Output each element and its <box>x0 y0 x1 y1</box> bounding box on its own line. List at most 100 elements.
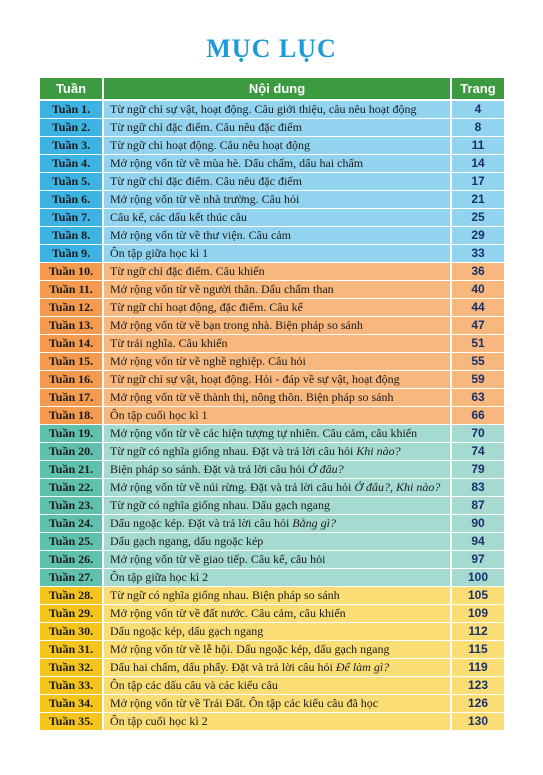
content-cell: Từ ngữ chỉ sự vật, hoạt động. Câu giới t… <box>104 101 452 118</box>
page-number: 51 <box>452 335 504 352</box>
header-content: Nội dung <box>104 78 452 99</box>
content: Mở rộng vốn từ về núi rừng. Đặt và trả l… <box>110 480 355 494</box>
week: Tuần 35. <box>40 713 104 730</box>
content-cell: Mở rộng vốn từ về mùa hè. Dấu chấm, dấu … <box>104 155 452 172</box>
content-cell: Mở rộng vốn từ về nhà trường. Câu hỏi <box>104 191 452 208</box>
toc-row: Tuần 17. Mở rộng vốn từ về thành thị, nôn… <box>40 389 504 407</box>
toc-row: Tuần 10. Từ ngữ chỉ đặc điểm. Câu khiến 36 <box>40 263 504 281</box>
page-number: 11 <box>452 137 504 154</box>
page-number: 100 <box>452 569 504 586</box>
content-cell: Ôn tập giữa học kì 2 <box>104 569 452 586</box>
content: Ôn tập cuối học kì 2 <box>110 714 208 728</box>
content: Từ ngữ chỉ đặc điểm. Câu nêu đặc điểm <box>110 174 302 188</box>
week: Tuần 15. <box>40 353 104 370</box>
week: Tuần 30. <box>40 623 104 640</box>
content: Từ ngữ chỉ hoạt động. Câu nêu hoạt động <box>110 138 310 152</box>
title: MỤC LỤC <box>206 34 337 63</box>
content-cell: Từ trái nghĩa. Câu khiến <box>104 335 452 352</box>
toc-row: Tuần 21. Biện pháp so sánh. Đặt và trả lờ… <box>40 461 504 479</box>
content: Ôn tập giữa học kì 2 <box>110 570 209 584</box>
toc-row: Tuần 20. Từ ngữ có nghĩa giống nhau. Đặt … <box>40 443 504 461</box>
content: Mở rộng vốn từ về nhà trường. Câu hỏi <box>110 192 300 206</box>
week: Tuần 9. <box>40 245 104 262</box>
content: Từ ngữ có nghĩa giống nhau. Biện pháp so… <box>110 588 340 602</box>
content-cell: Mở rộng vốn từ về thư viện. Câu cảm <box>104 227 452 244</box>
week: Tuần 2. <box>40 119 104 136</box>
toc-row: Tuần 9. Ôn tập giữa học kì 1 33 <box>40 245 504 263</box>
content: Từ ngữ chỉ đặc điểm. Câu nêu đặc điểm <box>110 120 302 134</box>
week: Tuần 14. <box>40 335 104 352</box>
week: Tuần 6. <box>40 191 104 208</box>
toc-row: Tuần 8. Mở rộng vốn từ về thư viện. Câu c… <box>40 227 504 245</box>
week: Tuần 28. <box>40 587 104 604</box>
content-cell: Câu kể, các dấu kết thúc câu <box>104 209 452 226</box>
content-cell: Dấu gạch ngang, dấu ngoặc kép <box>104 533 452 550</box>
content-cell: Mở rộng vốn từ về giao tiếp. Câu kể, câu… <box>104 551 452 568</box>
page-number: 66 <box>452 407 504 424</box>
page-number: 97 <box>452 551 504 568</box>
content: Từ ngữ chỉ sự vật, hoạt động. Hỏi - đáp … <box>110 372 400 386</box>
page-number: 47 <box>452 317 504 334</box>
page-number: 105 <box>452 587 504 604</box>
content: Mở rộng vốn từ về thành thị, nông thôn. … <box>110 390 394 404</box>
toc-row: Tuần 35. Ôn tập cuối học kì 2 130 <box>40 713 504 731</box>
page-number: 112 <box>452 623 504 640</box>
page-number: 115 <box>452 641 504 658</box>
week: Tuần 12. <box>40 299 104 316</box>
content: Mở rộng vốn từ về nghề nghiệp. Câu hỏi <box>110 354 306 368</box>
week: Tuần 8. <box>40 227 104 244</box>
content-cell: Từ ngữ chỉ sự vật, hoạt động. Hỏi - đáp … <box>104 371 452 388</box>
toc-row: Tuần 30. Dấu ngoặc kép, dấu gạch ngang 112 <box>40 623 504 641</box>
page-number: 25 <box>452 209 504 226</box>
content: Biện pháp so sánh. Đặt và trả lời câu hỏ… <box>110 462 308 476</box>
content-cell: Ôn tập các dấu câu và các kiểu câu <box>104 677 452 694</box>
content: Mở rộng vốn từ về Trái Đất. Ôn tập các k… <box>110 696 379 710</box>
toc-row: Tuần 14. Từ trái nghĩa. Câu khiến 51 <box>40 335 504 353</box>
week: Tuần 32. <box>40 659 104 676</box>
content: Từ ngữ có nghĩa giống nhau. Đặt và trả l… <box>110 444 357 458</box>
week: Tuần 19. <box>40 425 104 442</box>
toc-row: Tuần 24. Dấu ngoặc kép. Đặt và trả lời câ… <box>40 515 504 533</box>
toc-row: Tuần 5. Từ ngữ chỉ đặc điểm. Câu nêu đặc … <box>40 173 504 191</box>
toc-row: Tuần 4. Mở rộng vốn từ về mùa hè. Dấu chấ… <box>40 155 504 173</box>
content-cell: Mở rộng vốn từ về Trái Đất. Ôn tập các k… <box>104 695 452 712</box>
toc-row: Tuần 25. Dấu gạch ngang, dấu ngoặc kép 94 <box>40 533 504 551</box>
toc-row: Tuần 31. Mở rộng vốn từ về lễ hội. Dấu ng… <box>40 641 504 659</box>
week: Tuần 5. <box>40 173 104 190</box>
content-cell: Dấu hai chấm, dấu phẩy. Đặt và trả lời c… <box>104 659 452 676</box>
page-number: 74 <box>452 443 504 460</box>
content-cell: Từ ngữ chỉ đặc điểm. Câu nêu đặc điểm <box>104 173 452 190</box>
page-number: 14 <box>452 155 504 172</box>
content-cell: Ôn tập cuối học kì 1 <box>104 407 452 424</box>
toc-row: Tuần 29. Mở rộng vốn từ về đất nước. Câu … <box>40 605 504 623</box>
page-number: 83 <box>452 479 504 496</box>
content-cell: Từ ngữ chỉ đặc điểm. Câu nêu đặc điểm <box>104 119 452 136</box>
week: Tuần 33. <box>40 677 104 694</box>
week: Tuần 17. <box>40 389 104 406</box>
content: Từ ngữ chỉ sự vật, hoạt động. Câu giới t… <box>110 102 417 116</box>
week: Tuần 16. <box>40 371 104 388</box>
page-number: 109 <box>452 605 504 622</box>
week: Tuần 21. <box>40 461 104 478</box>
content: Câu kể, các dấu kết thúc câu <box>110 210 247 224</box>
content: Mở rộng vốn từ về thư viện. Câu cảm <box>110 228 291 242</box>
page-number: 63 <box>452 389 504 406</box>
toc-row: Tuần 1. Từ ngữ chỉ sự vật, hoạt động. Câu… <box>40 101 504 119</box>
content-cell: Từ ngữ có nghĩa giống nhau. Dấu gạch nga… <box>104 497 452 514</box>
content: Mở rộng vốn từ về giao tiếp. Câu kể, câu… <box>110 552 326 566</box>
page-number: 55 <box>452 353 504 370</box>
page-number: 126 <box>452 695 504 712</box>
content: Ôn tập cuối học kì 1 <box>110 408 208 422</box>
page-number: 123 <box>452 677 504 694</box>
week: Tuần 13. <box>40 317 104 334</box>
week: Tuần 34. <box>40 695 104 712</box>
content-italic: Để làm gì? <box>335 660 390 674</box>
content-cell: Mở rộng vốn từ về bạn trong nhà. Biện ph… <box>104 317 452 334</box>
toc-row: Tuần 16. Từ ngữ chỉ sự vật, hoạt động. Hỏ… <box>40 371 504 389</box>
content: Từ ngữ chỉ hoạt động, đặc điểm. Câu kể <box>110 300 303 314</box>
content-cell: Từ ngữ chỉ hoạt động, đặc điểm. Câu kể <box>104 299 452 316</box>
toc-row: Tuần 18. Ôn tập cuối học kì 1 66 <box>40 407 504 425</box>
page-number: 4 <box>452 101 504 118</box>
content-cell: Từ ngữ có nghĩa giống nhau. Biện pháp so… <box>104 587 452 604</box>
content-cell: Biện pháp so sánh. Đặt và trả lời câu hỏ… <box>104 461 452 478</box>
